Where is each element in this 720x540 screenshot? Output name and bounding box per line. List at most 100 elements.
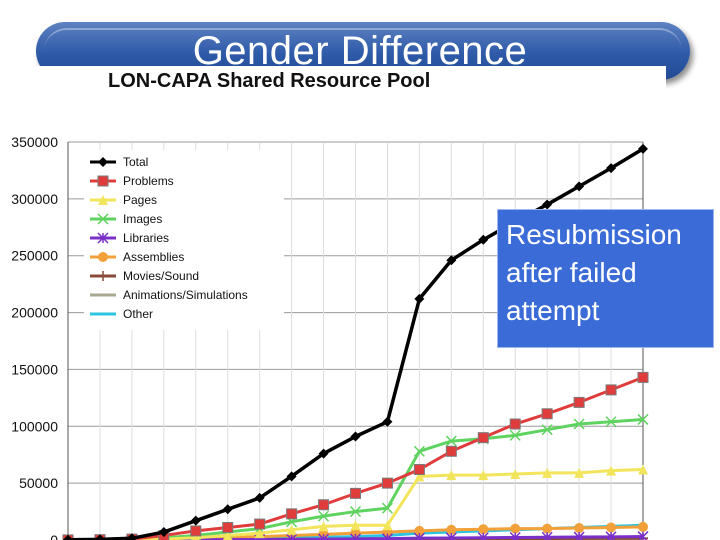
data-point (606, 522, 617, 533)
data-point (254, 492, 265, 503)
data-point (286, 524, 297, 535)
data-point (542, 523, 553, 534)
data-point (381, 533, 393, 540)
data-point (350, 520, 361, 531)
y-tick-label: 0 (50, 532, 58, 540)
data-point (606, 465, 617, 476)
data-point (318, 448, 329, 459)
data-point (158, 527, 169, 538)
data-point (638, 521, 648, 532)
data-point (350, 431, 361, 442)
y-tick-label: 100000 (11, 418, 58, 434)
data-point (318, 499, 330, 511)
data-point (637, 413, 649, 425)
data-point (509, 418, 521, 430)
data-point (318, 510, 330, 522)
legend-label: Movies/Sound (123, 269, 199, 283)
data-point (97, 175, 109, 187)
data-point (286, 533, 298, 540)
data-point (222, 530, 233, 540)
legend-item: Libraries (90, 231, 169, 245)
legend-item: Other (90, 307, 153, 321)
chart-series (62, 143, 649, 540)
legend-label: Assemblies (123, 250, 184, 264)
data-point (541, 408, 553, 420)
data-point (413, 463, 425, 475)
y-axis-ticks: 0 50000 100000 150000 200000 250000 300000 3500… (11, 134, 58, 540)
data-point (606, 163, 617, 174)
data-point (222, 521, 234, 533)
legend-label: Total (123, 155, 148, 169)
data-point (478, 524, 489, 535)
data-point (445, 532, 457, 540)
data-point (445, 445, 457, 457)
data-point (478, 470, 489, 481)
legend-item: Problems (90, 174, 174, 188)
data-point (98, 195, 108, 205)
data-point (318, 521, 329, 532)
data-point (509, 429, 521, 441)
data-point (574, 523, 585, 534)
data-point (349, 533, 362, 540)
data-point (350, 487, 361, 499)
data-point (510, 523, 521, 534)
legend-label: Other (123, 307, 153, 321)
data-point (98, 157, 108, 167)
data-point (638, 464, 648, 475)
chart-title: LON-CAPA Shared Resource Pool (108, 70, 431, 92)
y-tick-label: 300000 (11, 191, 58, 207)
data-point (605, 416, 617, 428)
data-point (413, 445, 425, 457)
data-point (382, 416, 393, 427)
data-point (573, 418, 585, 430)
legend-item: Assemblies (90, 250, 184, 264)
callout-box: Resubmission after failed attempt (497, 209, 714, 348)
data-point (286, 471, 297, 482)
legend-label: Animations/Simulations (123, 288, 248, 302)
data-point (414, 293, 425, 304)
data-point (477, 432, 489, 444)
legend-item: Animations/Simulations (90, 288, 248, 302)
legend-label: Pages (123, 193, 157, 207)
data-point (574, 181, 585, 192)
data-point (254, 528, 265, 539)
data-point (542, 199, 553, 210)
data-point (222, 504, 233, 515)
data-point (638, 143, 648, 154)
y-tick-label: 50000 (19, 475, 58, 491)
y-tick-label: 150000 (11, 361, 58, 377)
data-point (254, 518, 266, 530)
legend-item: Movies/Sound (90, 269, 199, 283)
data-point (446, 255, 457, 266)
data-point (574, 467, 585, 478)
legend-background (84, 150, 284, 330)
data-point (381, 502, 393, 514)
legend-label: Images (123, 212, 162, 226)
legend-item: Total (90, 155, 148, 169)
title-banner-highlight (44, 28, 682, 74)
data-point (541, 531, 553, 540)
data-point (414, 471, 425, 482)
data-point (381, 477, 393, 489)
legend-item: Images (90, 212, 162, 226)
data-point (413, 532, 425, 540)
legend-label: Problems (123, 174, 174, 188)
data-point (477, 532, 489, 540)
legend-label: Libraries (123, 231, 169, 245)
data-point (605, 384, 617, 396)
callout-text: Resubmission after failed attempt (506, 219, 682, 326)
data-point (637, 371, 649, 383)
data-point (446, 524, 457, 535)
data-point (318, 533, 330, 540)
data-point (542, 467, 553, 478)
data-point (97, 213, 109, 225)
data-point (382, 520, 393, 531)
data-point (478, 234, 489, 245)
data-point (126, 533, 137, 540)
chart-legend: Total Problems Pages Images Libraries Assembl… (84, 150, 284, 330)
data-point (573, 531, 585, 540)
data-point (446, 470, 457, 481)
y-tick-label: 200000 (11, 305, 58, 321)
